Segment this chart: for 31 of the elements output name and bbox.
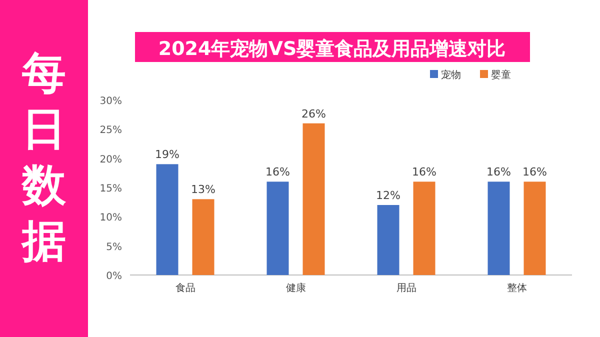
bar (524, 182, 546, 275)
data-label: 26% (302, 107, 326, 120)
data-label: 12% (376, 189, 400, 202)
bar (156, 164, 178, 275)
legend-label: 婴童 (491, 69, 511, 81)
y-tick-label: 5% (106, 242, 122, 253)
bar (488, 182, 510, 275)
bar (413, 182, 436, 275)
bar (266, 182, 289, 275)
data-label: 13% (191, 183, 216, 196)
data-label: 16% (266, 166, 290, 179)
bar (192, 199, 214, 275)
data-label: 16% (522, 166, 547, 179)
y-tick-label: 25% (100, 125, 122, 136)
bar (302, 123, 325, 275)
x-tick-label: 整体 (506, 282, 527, 294)
y-tick-label: 30% (100, 96, 122, 107)
data-label: 16% (486, 166, 511, 179)
bar (377, 205, 400, 275)
y-tick-label: 20% (100, 154, 122, 166)
data-label: 19% (155, 148, 180, 162)
legend-label: 宠物 (441, 69, 461, 81)
y-tick-label: 0% (106, 271, 122, 282)
data-label: 16% (412, 166, 436, 179)
y-tick-label: 10% (100, 212, 122, 224)
y-tick-label: 15% (100, 184, 122, 194)
text: 每日数据 (20, 48, 67, 267)
x-tick-label: 用品 (396, 283, 416, 294)
x-tick-label: 健康 (286, 282, 306, 294)
chart-title: 2024年宠物VS婴童食品及用品增速对比 (158, 38, 506, 60)
x-tick-label: 食品 (175, 282, 196, 294)
